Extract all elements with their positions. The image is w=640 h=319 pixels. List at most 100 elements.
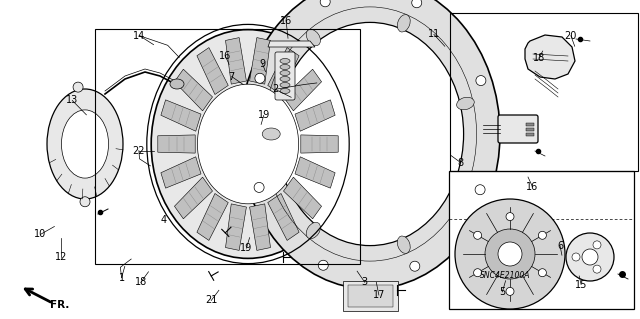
Text: 16: 16 [526, 182, 539, 192]
Circle shape [476, 76, 486, 85]
Ellipse shape [306, 29, 321, 46]
Bar [95, 29, 360, 264]
Polygon shape [295, 100, 335, 131]
Ellipse shape [280, 64, 290, 70]
Text: SNC4E2100A: SNC4E2100A [481, 271, 531, 280]
Text: 22: 22 [132, 145, 145, 156]
Polygon shape [225, 38, 246, 84]
Text: 7: 7 [228, 71, 235, 82]
Text: 10: 10 [34, 229, 47, 240]
Polygon shape [268, 41, 315, 47]
Ellipse shape [151, 30, 345, 258]
Text: 9: 9 [259, 59, 266, 69]
FancyBboxPatch shape [275, 52, 295, 100]
Polygon shape [268, 48, 299, 94]
Text: 17: 17 [372, 290, 385, 300]
Ellipse shape [306, 222, 321, 239]
Circle shape [254, 182, 264, 192]
Ellipse shape [280, 58, 290, 63]
Ellipse shape [280, 88, 290, 93]
Ellipse shape [397, 15, 410, 32]
Text: 16: 16 [219, 51, 232, 61]
Text: 2: 2 [272, 84, 278, 94]
Polygon shape [175, 69, 212, 111]
Text: 18: 18 [134, 277, 147, 287]
Polygon shape [158, 135, 195, 153]
Circle shape [455, 199, 565, 309]
Bar [343, 281, 398, 311]
Text: 16: 16 [280, 16, 292, 26]
Ellipse shape [280, 83, 290, 87]
Circle shape [475, 185, 485, 195]
Text: 15: 15 [575, 279, 588, 290]
Circle shape [320, 0, 330, 7]
FancyBboxPatch shape [498, 115, 538, 143]
Text: 14: 14 [133, 31, 146, 41]
Text: 12: 12 [54, 252, 67, 262]
Bar [526, 132, 534, 136]
Circle shape [255, 73, 265, 83]
Polygon shape [161, 157, 201, 188]
Polygon shape [268, 194, 299, 241]
Circle shape [538, 231, 547, 239]
Polygon shape [284, 69, 321, 111]
Text: 8: 8 [458, 158, 464, 168]
Polygon shape [250, 204, 271, 250]
Polygon shape [301, 135, 338, 153]
Polygon shape [197, 194, 228, 241]
Ellipse shape [276, 22, 463, 246]
Ellipse shape [456, 97, 474, 110]
Text: 21: 21 [205, 295, 218, 306]
Text: 1: 1 [118, 272, 125, 283]
Circle shape [73, 82, 83, 92]
Circle shape [506, 212, 514, 221]
Circle shape [506, 287, 514, 295]
Circle shape [318, 260, 328, 270]
Ellipse shape [170, 79, 184, 89]
Circle shape [80, 197, 90, 207]
Circle shape [566, 233, 614, 281]
Circle shape [410, 261, 420, 271]
Text: FR.: FR. [50, 300, 69, 310]
Text: 19: 19 [257, 110, 270, 121]
Text: 5: 5 [499, 287, 506, 297]
Ellipse shape [197, 84, 299, 204]
Polygon shape [295, 157, 335, 188]
Circle shape [474, 269, 482, 277]
Ellipse shape [280, 70, 290, 76]
Circle shape [538, 269, 547, 277]
Polygon shape [284, 177, 321, 219]
Text: 11: 11 [428, 29, 440, 40]
Text: 3: 3 [362, 277, 368, 287]
Circle shape [593, 241, 601, 249]
Polygon shape [250, 38, 271, 84]
Text: 18: 18 [532, 53, 545, 63]
Circle shape [474, 231, 482, 239]
Ellipse shape [262, 128, 280, 140]
Bar [526, 128, 534, 130]
Bar [450, 13, 638, 171]
Polygon shape [225, 204, 246, 250]
Polygon shape [197, 48, 228, 94]
Ellipse shape [240, 0, 500, 289]
Ellipse shape [397, 236, 410, 253]
Circle shape [572, 253, 580, 261]
Circle shape [593, 265, 601, 273]
Circle shape [485, 229, 535, 279]
Circle shape [582, 249, 598, 265]
Polygon shape [175, 177, 212, 219]
Text: 19: 19 [240, 243, 253, 253]
Polygon shape [161, 100, 201, 131]
Circle shape [498, 242, 522, 266]
Ellipse shape [61, 110, 109, 178]
Ellipse shape [280, 77, 290, 81]
Text: 4: 4 [160, 215, 166, 225]
Text: 13: 13 [66, 95, 79, 106]
Circle shape [412, 0, 422, 8]
Bar [348, 285, 393, 307]
Polygon shape [525, 35, 575, 79]
Text: 20: 20 [564, 31, 577, 41]
Ellipse shape [47, 89, 123, 199]
Text: 6: 6 [557, 241, 563, 251]
Bar [526, 122, 534, 125]
